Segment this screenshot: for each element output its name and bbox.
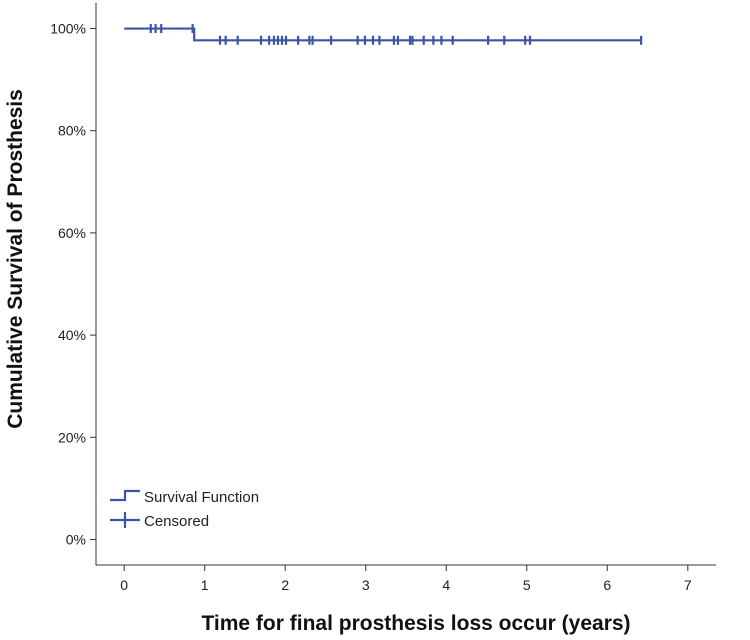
legend-label-censored: Censored bbox=[144, 513, 209, 530]
x-tick-label: 4 bbox=[442, 577, 450, 593]
y-axis-ticks: 0% 20% 40% 60% 80% 100% bbox=[50, 21, 96, 547]
plus-marker-icon bbox=[110, 512, 140, 528]
y-tick-label: 40% bbox=[58, 327, 86, 343]
legend-item-survival-function: Survival Function bbox=[110, 489, 259, 506]
x-tick-label: 2 bbox=[281, 577, 289, 593]
y-axis-title: Cumulative Survival of Prosthesis bbox=[4, 89, 27, 429]
x-axis-ticks: 0 1 2 3 4 5 6 7 bbox=[120, 565, 692, 593]
x-tick-label: 5 bbox=[523, 577, 531, 593]
y-tick-label: 100% bbox=[50, 21, 86, 37]
legend: Survival Function Censored bbox=[110, 489, 259, 530]
x-tick-label: 0 bbox=[120, 577, 128, 593]
axes bbox=[95, 3, 716, 566]
step-line-icon bbox=[110, 489, 140, 502]
x-tick-label: 6 bbox=[603, 577, 611, 593]
y-tick-label: 60% bbox=[58, 225, 86, 241]
y-tick-label: 80% bbox=[58, 123, 86, 139]
survival-function-line bbox=[124, 27, 642, 42]
legend-label-survival-function: Survival Function bbox=[144, 489, 259, 506]
plot-area bbox=[124, 24, 643, 45]
y-tick-label: 20% bbox=[58, 429, 86, 445]
x-tick-label: 1 bbox=[201, 577, 209, 593]
x-tick-label: 7 bbox=[684, 577, 692, 593]
y-tick-label: 0% bbox=[66, 531, 86, 547]
x-tick-label: 3 bbox=[362, 577, 370, 593]
legend-item-censored: Censored bbox=[110, 512, 209, 530]
x-axis-title: Time for final prosthesis loss occur (ye… bbox=[201, 612, 630, 635]
